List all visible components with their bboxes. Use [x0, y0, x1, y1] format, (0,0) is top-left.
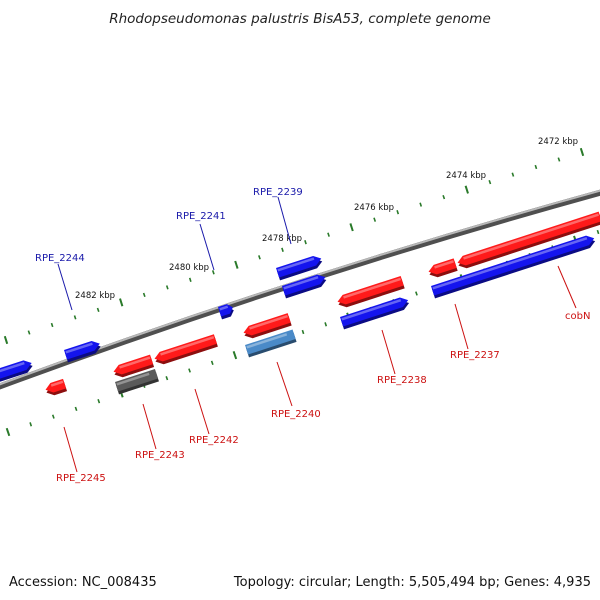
scale-label-2480: 2480 kbp [169, 263, 209, 273]
gene-cobn [457, 211, 600, 269]
inner-scale-tick [210, 360, 214, 365]
gene-label-rpe-2242: RPE_2242 [189, 435, 239, 446]
outer-scale-tick [534, 164, 538, 170]
gene-rpe-2239a [276, 255, 323, 281]
gene-label-rpe-2237: RPE_2237 [450, 350, 500, 361]
gene-rpe-2243 [115, 369, 159, 395]
leader-rpe-2240 [276, 361, 293, 407]
outer-scale-tick [119, 298, 124, 307]
scale-label-2474: 2474 kbp [446, 171, 486, 181]
leader-rpe-2245 [63, 426, 78, 473]
inner-scale-tick [51, 414, 55, 419]
gene-rpe-2239b [282, 274, 327, 299]
outer-scale-tick [281, 247, 284, 252]
outer-scale-tick [396, 210, 400, 215]
outer-scale-tick [442, 194, 446, 200]
gene-rpe-2242 [154, 334, 218, 365]
outer-scale-tick [142, 292, 146, 298]
inner-scale-tick [5, 427, 11, 437]
inner-scale-tick [324, 322, 328, 327]
inner-scale-tick [74, 406, 78, 412]
inner-scale-tick [165, 376, 169, 381]
gene-rpe-2245 [45, 378, 68, 396]
inner-scale-tick [301, 329, 305, 335]
leader-rpe-2239 [277, 196, 292, 245]
outer-scale-tick [327, 232, 330, 237]
gene-label-rpe-2239: RPE_2239 [253, 187, 303, 198]
outer-scale-tick [234, 260, 239, 269]
outer-scale-tick [511, 172, 515, 177]
outer-scale-tick [96, 307, 100, 313]
leader-cobn [557, 265, 577, 309]
gene-rpe-2244 [64, 341, 101, 363]
outer-scale-tick [488, 179, 492, 185]
outer-scale-tick [258, 255, 261, 260]
accession-text: Accession: NC_008435 [9, 575, 157, 590]
gene-label-rpe-2244: RPE_2244 [35, 253, 85, 264]
outer-scale-tick [27, 330, 31, 335]
outer-scale-tick [304, 240, 307, 245]
outer-scale-tick [464, 185, 469, 194]
outer-scale-tick [557, 157, 561, 162]
gene-label-rpe-2241: RPE_2241 [176, 211, 226, 222]
leader-rpe-2243 [142, 403, 157, 450]
gene-rpe-2243-fwd [113, 354, 155, 378]
gene-rpe-left [0, 360, 33, 383]
gene-features [0, 211, 600, 396]
outer-scale-tick [211, 270, 215, 275]
leader-rpe-2238 [381, 329, 396, 375]
genome-summary-text: Topology: circular; Length: 5,505,494 bp… [233, 575, 591, 590]
scale-label-2472: 2472 kbp [538, 137, 578, 147]
leader-rpe-2241 [199, 223, 215, 271]
gene-rpe-2241 [218, 304, 234, 320]
gene-rpe-2240-rna [245, 329, 297, 358]
inner-scale-tick [97, 399, 101, 404]
gene-rpe-2240 [243, 313, 292, 339]
leader-rpe-2242 [194, 388, 210, 435]
gene-label-rpe-2243: RPE_2243 [135, 450, 185, 461]
outer-scale-tick [73, 315, 77, 320]
scale-label-2478: 2478 kbp [262, 234, 302, 244]
inner-scale-tick [29, 422, 33, 427]
gene-label-cobn: cobN [565, 311, 590, 322]
scale-label-2476: 2476 kbp [354, 203, 394, 213]
gene-label-rpe-2240: RPE_2240 [271, 409, 321, 420]
gene-rpe-2237-rev [431, 235, 596, 299]
outer-scale-tick [419, 202, 423, 207]
inner-scale-tick [415, 291, 418, 296]
inner-scale-tick [232, 350, 238, 360]
gene-label-rpe-2245: RPE_2245 [56, 473, 106, 484]
scale-label-2482: 2482 kbp [75, 291, 115, 301]
inner-scale-tick [188, 368, 191, 373]
gene-rpe-2238 [337, 275, 405, 308]
outer-scale-ticks [3, 147, 585, 345]
leader-rpe-2237 [454, 303, 469, 350]
outer-scale-tick [3, 335, 9, 345]
gene-rpe-2237 [428, 258, 458, 278]
label-leaders [57, 196, 577, 473]
inner-scale-tick [596, 229, 600, 235]
gene-label-rpe-2238: RPE_2238 [377, 375, 427, 386]
outer-scale-tick [50, 322, 54, 328]
outer-scale-tick [165, 285, 169, 290]
leader-rpe-2244 [57, 263, 73, 311]
gene-rpe-2238-rev [340, 297, 410, 330]
map-title: Rhodopseudomonas palustris BisA53, compl… [109, 11, 491, 27]
outer-scale-tick [188, 277, 192, 282]
outer-scale-tick [579, 147, 585, 157]
outer-scale-tick [349, 223, 354, 232]
outer-scale-tick [373, 217, 377, 222]
